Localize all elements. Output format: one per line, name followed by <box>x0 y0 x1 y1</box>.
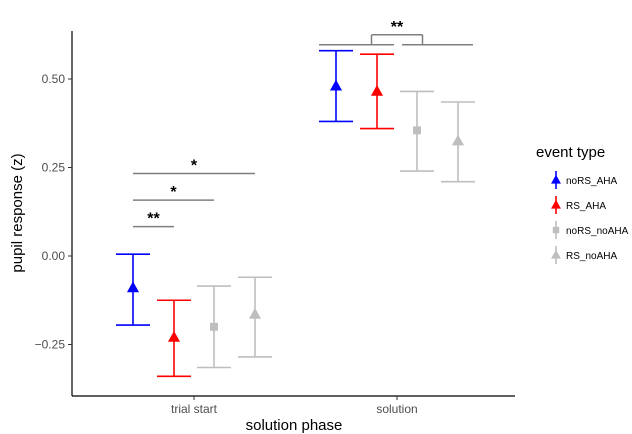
y-axis-title: pupil response (z) <box>9 153 26 272</box>
x-tick-label: trial start <box>171 402 218 416</box>
axes <box>71 31 515 397</box>
legend-label: RS_AHA <box>566 201 606 212</box>
y-tick-label: 0.50 <box>42 72 66 86</box>
legend-items: noRS_AHA RS_AHA noRS_noAHA RS_noAHA <box>551 171 629 264</box>
x-axis-title: solution phase <box>246 417 343 434</box>
legend-item-RS_noAHA: RS_noAHA <box>551 246 617 264</box>
legend-title: event type <box>536 144 605 161</box>
series-noRS_noAHA <box>197 90 434 369</box>
legend-key-marker <box>552 226 560 234</box>
legend-label: RS_noAHA <box>566 251 617 262</box>
significance-label: ** <box>147 211 160 228</box>
series-noRS_AHA <box>116 49 353 326</box>
significance-label: * <box>191 158 198 175</box>
y-tick-label: 0.25 <box>42 161 66 175</box>
series-RS_AHA <box>157 53 394 378</box>
y-ticks: −0.25 0.00 0.25 0.50 <box>35 72 72 352</box>
series-RS_noAHA <box>238 101 475 358</box>
legend-label: noRS_noAHA <box>566 226 629 237</box>
legend-item-RS_AHA: RS_AHA <box>551 196 606 214</box>
data-point <box>210 322 218 331</box>
significance-label: * <box>170 184 177 201</box>
y-tick-label: 0.00 <box>42 249 66 263</box>
legend-item-noRS_noAHA: noRS_noAHA <box>552 221 629 239</box>
legend: event type noRS_AHA RS_AHA noRS_noAHA RS_no… <box>536 144 629 264</box>
data-point <box>329 79 343 91</box>
significance-annotations: ****** <box>133 19 473 228</box>
series-marks <box>116 49 475 378</box>
data-point <box>413 126 421 135</box>
legend-key-marker <box>551 199 561 209</box>
data-point <box>126 281 140 293</box>
legend-key-marker <box>551 249 561 259</box>
legend-key-marker <box>551 174 561 184</box>
significance-label: ** <box>391 19 404 36</box>
data-point <box>451 134 465 146</box>
x-tick-label: solution <box>376 402 417 416</box>
legend-item-noRS_AHA: noRS_AHA <box>551 171 617 189</box>
data-point <box>248 307 262 319</box>
legend-label: noRS_AHA <box>566 176 617 187</box>
data-point <box>167 330 181 342</box>
x-ticks: trial start solution <box>171 396 418 416</box>
data-point <box>370 84 384 96</box>
y-tick-label: −0.25 <box>35 338 66 352</box>
